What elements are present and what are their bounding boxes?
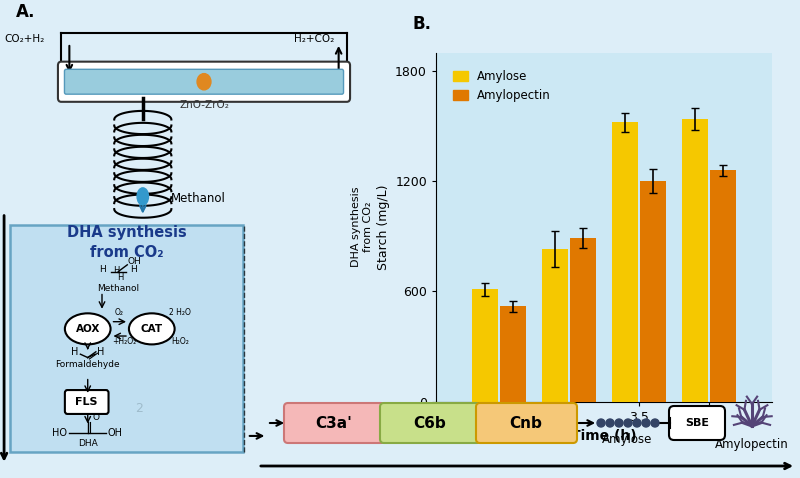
Text: Methanol: Methanol xyxy=(98,283,139,293)
Bar xyxy=(710,170,736,402)
Text: Amylopectin: Amylopectin xyxy=(715,438,789,451)
Text: H: H xyxy=(130,265,137,274)
X-axis label: Time (h): Time (h) xyxy=(571,429,637,443)
FancyBboxPatch shape xyxy=(65,390,109,414)
FancyBboxPatch shape xyxy=(10,225,242,452)
Text: CAT: CAT xyxy=(141,324,163,334)
Ellipse shape xyxy=(137,188,149,205)
Text: H: H xyxy=(118,273,124,282)
Text: O: O xyxy=(92,413,99,422)
Circle shape xyxy=(597,419,605,427)
Text: DHA synthesis
from CO₂: DHA synthesis from CO₂ xyxy=(351,187,373,267)
Text: 2: 2 xyxy=(135,402,143,414)
Ellipse shape xyxy=(129,314,174,344)
Text: DHA synthesis: DHA synthesis xyxy=(66,225,186,239)
Text: Methanol: Methanol xyxy=(171,192,226,206)
Text: O₂: O₂ xyxy=(115,308,124,317)
Text: HO: HO xyxy=(53,428,67,438)
Text: 2 H₂O: 2 H₂O xyxy=(170,308,191,317)
Text: B.: B. xyxy=(412,15,431,33)
Circle shape xyxy=(624,419,632,427)
Bar xyxy=(682,119,708,402)
Text: DHA: DHA xyxy=(78,439,98,448)
FancyBboxPatch shape xyxy=(380,403,481,443)
Text: C6b: C6b xyxy=(414,415,446,431)
Text: +H₂O₂: +H₂O₂ xyxy=(112,337,137,346)
Text: CO₂+H₂: CO₂+H₂ xyxy=(4,34,44,44)
FancyBboxPatch shape xyxy=(284,403,385,443)
Bar xyxy=(570,238,596,402)
Text: Amylose: Amylose xyxy=(602,433,652,446)
Text: OH: OH xyxy=(127,257,141,266)
Text: FLS: FLS xyxy=(75,397,98,407)
Bar xyxy=(613,122,638,402)
Text: Cnb: Cnb xyxy=(510,415,542,431)
Circle shape xyxy=(651,419,659,427)
Text: ZnO-ZrO₂: ZnO-ZrO₂ xyxy=(179,99,229,109)
Circle shape xyxy=(606,419,614,427)
Y-axis label: Starch (mg/L): Starch (mg/L) xyxy=(377,185,390,270)
Text: H: H xyxy=(99,265,106,274)
Text: C3a': C3a' xyxy=(315,415,353,431)
Text: H₂+CO₂: H₂+CO₂ xyxy=(294,34,334,44)
Text: Formaldehyde: Formaldehyde xyxy=(55,360,120,369)
Text: H₂O₂: H₂O₂ xyxy=(171,337,190,346)
Bar xyxy=(501,306,526,402)
Circle shape xyxy=(197,74,211,90)
FancyBboxPatch shape xyxy=(476,403,577,443)
Bar xyxy=(641,181,666,402)
Circle shape xyxy=(642,419,650,427)
Bar xyxy=(473,290,498,402)
Circle shape xyxy=(633,419,641,427)
Text: AOX: AOX xyxy=(75,324,100,334)
Text: H: H xyxy=(113,266,119,275)
Circle shape xyxy=(615,419,623,427)
Ellipse shape xyxy=(65,314,110,344)
Bar xyxy=(542,249,568,402)
FancyBboxPatch shape xyxy=(669,406,725,440)
Text: OH: OH xyxy=(108,428,123,438)
Text: H: H xyxy=(97,347,105,357)
FancyBboxPatch shape xyxy=(65,69,343,94)
Legend: Amylose, Amylopectin: Amylose, Amylopectin xyxy=(449,65,555,107)
Text: from CO₂: from CO₂ xyxy=(90,245,163,260)
Text: H: H xyxy=(71,347,78,357)
FancyBboxPatch shape xyxy=(58,62,350,102)
Text: SBE: SBE xyxy=(685,418,709,428)
Text: A.: A. xyxy=(16,3,36,21)
